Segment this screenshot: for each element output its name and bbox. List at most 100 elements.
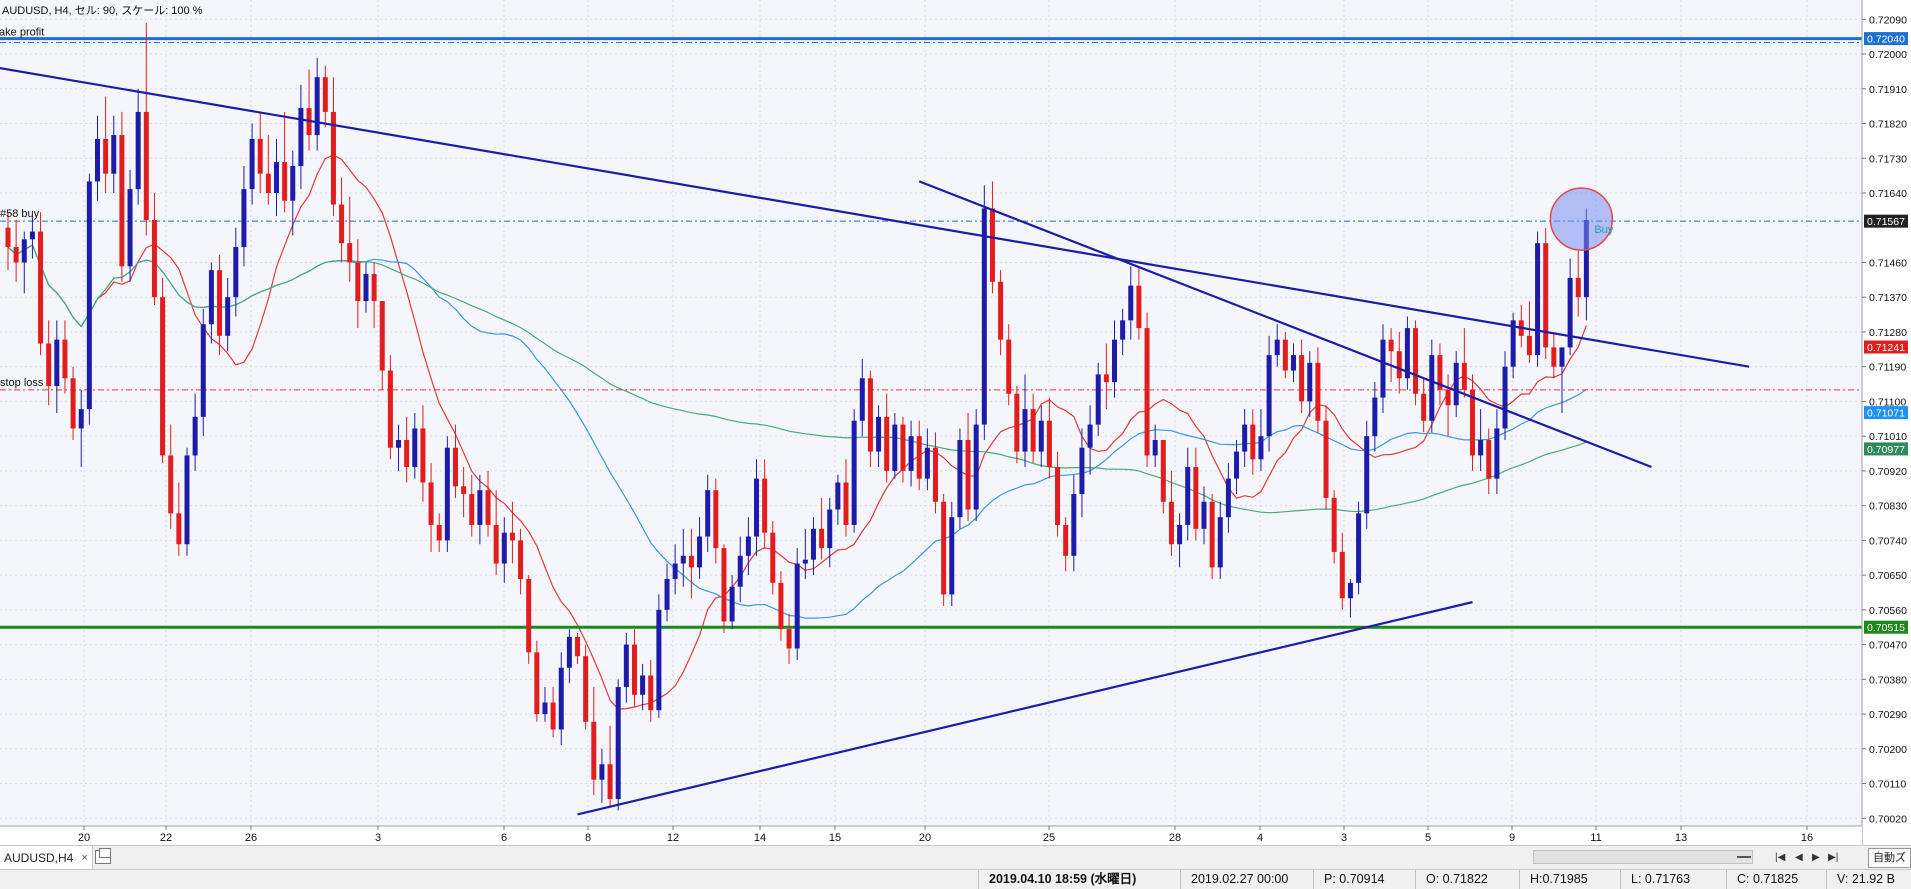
candle-body bbox=[713, 490, 719, 549]
auto-zoom-button[interactable]: 自動ズーム bbox=[1868, 848, 1911, 882]
price-tick-label: 0.70650 bbox=[1869, 570, 1907, 582]
candle-body bbox=[314, 77, 320, 136]
candle-body bbox=[884, 416, 890, 471]
time-tick-label: 13 bbox=[1675, 832, 1687, 844]
candle-body bbox=[615, 687, 621, 799]
stop-loss-label: stop loss bbox=[0, 377, 44, 389]
price-levels[interactable] bbox=[0, 37, 1862, 629]
svg-text:0.71071: 0.71071 bbox=[1867, 408, 1905, 420]
candle-body bbox=[176, 513, 182, 545]
candle-body bbox=[998, 281, 1004, 340]
go-to-start-icon[interactable]: |◀ bbox=[1775, 852, 1786, 863]
candle-body bbox=[754, 478, 760, 537]
candle-body bbox=[583, 656, 589, 722]
candle-body bbox=[973, 424, 979, 510]
candle-body bbox=[1193, 467, 1199, 529]
time-axis[interactable] bbox=[0, 826, 1862, 845]
candle-body bbox=[143, 111, 149, 221]
candle-body bbox=[770, 532, 776, 583]
price-axis[interactable] bbox=[1862, 0, 1911, 845]
candles bbox=[5, 23, 1589, 811]
candle-body bbox=[1323, 420, 1329, 498]
candle-body bbox=[867, 378, 873, 452]
svg-text:0.71241: 0.71241 bbox=[1867, 342, 1905, 354]
time-tick-label: 5 bbox=[1425, 832, 1431, 844]
candle-body bbox=[721, 548, 727, 622]
buy-marker-label: Buy bbox=[1594, 224, 1613, 236]
candle-body bbox=[379, 301, 385, 371]
support-price-badge: 0.70515 bbox=[1864, 620, 1908, 634]
chart-scrollbar[interactable] bbox=[1533, 850, 1753, 864]
go-to-end-icon[interactable]: ▶| bbox=[1828, 852, 1839, 863]
candle-body bbox=[924, 447, 930, 479]
candle-body bbox=[729, 586, 735, 622]
candle-body bbox=[428, 482, 434, 525]
candle-body bbox=[648, 675, 654, 711]
chart-background bbox=[0, 0, 1911, 845]
svg-text:0.72040: 0.72040 bbox=[1867, 34, 1905, 46]
candle-body bbox=[1380, 339, 1386, 398]
candle-body bbox=[1404, 328, 1410, 379]
candle-body bbox=[477, 490, 483, 525]
candle-body bbox=[29, 231, 35, 240]
candle-body bbox=[13, 247, 19, 263]
candle-body bbox=[656, 609, 662, 711]
price-tick-label: 0.70290 bbox=[1869, 709, 1907, 721]
candle-body bbox=[664, 578, 670, 610]
candle-body bbox=[1413, 328, 1419, 394]
candle-body bbox=[412, 428, 418, 468]
candle-body bbox=[1136, 285, 1142, 329]
candle-body bbox=[208, 270, 214, 325]
trendlines[interactable] bbox=[0, 0, 1750, 816]
candle-body bbox=[330, 111, 336, 205]
candle-body bbox=[322, 77, 328, 112]
candle-body bbox=[339, 204, 345, 244]
candle-body bbox=[680, 555, 686, 564]
price-tick-label: 0.70740 bbox=[1869, 535, 1907, 547]
trendline[interactable] bbox=[0, 0, 1750, 368]
chart-header: AUDUSD, H4, セル: 90, スケール: 100 % bbox=[2, 4, 203, 17]
candle-body bbox=[1356, 513, 1362, 583]
candle-body bbox=[1478, 440, 1484, 456]
candle-body bbox=[1299, 355, 1305, 402]
candle-body bbox=[1575, 277, 1581, 298]
candle-body bbox=[485, 490, 491, 525]
candle-body bbox=[1535, 243, 1541, 356]
candle-body bbox=[672, 563, 678, 579]
trendline[interactable] bbox=[918, 180, 1652, 469]
candle-body bbox=[900, 424, 906, 471]
zoom-out-icon[interactable] bbox=[1737, 856, 1751, 858]
scroll-right-icon[interactable]: ▶ bbox=[1812, 852, 1820, 863]
chart-tab-bar: AUDUSD,H4 × |◀ ◀ ▶ ▶| 自動ズーム bbox=[0, 845, 1911, 882]
new-window-icon[interactable] bbox=[95, 848, 111, 864]
price-tick-label: 0.71010 bbox=[1869, 431, 1907, 443]
candle-body bbox=[697, 536, 703, 568]
candle-body bbox=[1364, 436, 1370, 514]
trendline[interactable] bbox=[577, 601, 1473, 816]
candle-body bbox=[1128, 285, 1134, 321]
candle-body bbox=[631, 644, 637, 695]
time-tick-label: 26 bbox=[245, 832, 257, 844]
price-tick-label: 0.72090 bbox=[1869, 14, 1907, 26]
candle-body bbox=[705, 490, 711, 537]
svg-text:0.71567: 0.71567 bbox=[1867, 216, 1905, 228]
time-tick-label: 3 bbox=[375, 832, 381, 844]
candle-body bbox=[493, 524, 499, 564]
candle-body bbox=[1038, 420, 1044, 452]
candle-body bbox=[688, 555, 694, 568]
candle-body bbox=[1331, 497, 1337, 552]
scroll-left-icon[interactable]: ◀ bbox=[1795, 852, 1803, 863]
take-profit-label: take profit bbox=[0, 27, 44, 39]
candle-body bbox=[1339, 551, 1345, 599]
candle-body bbox=[1120, 320, 1126, 340]
candle-body bbox=[534, 652, 540, 715]
close-icon[interactable]: × bbox=[81, 851, 88, 864]
candle-body bbox=[1111, 339, 1117, 383]
price-tick-label: 0.70020 bbox=[1869, 813, 1907, 825]
candle-body bbox=[5, 227, 11, 248]
candle-body bbox=[225, 297, 231, 336]
moving-average-line bbox=[7, 244, 1587, 514]
status-low: L: 0.71763 bbox=[1620, 870, 1690, 889]
tab-audusd-h4[interactable]: AUDUSD,H4 × bbox=[0, 846, 93, 869]
